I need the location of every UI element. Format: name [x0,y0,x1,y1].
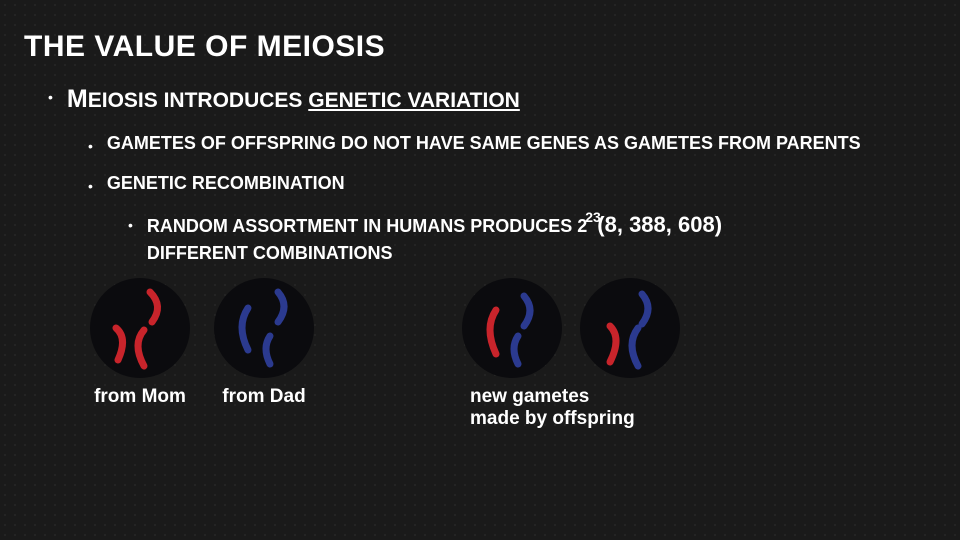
dad-group: from Dad [214,278,314,408]
bullet-l1-text: MEIOSIS INTRODUCES GENETIC VARIATION [67,82,520,117]
dad-chromosomes [214,278,314,378]
bullet-dot-icon: • [128,216,133,236]
mom-group: from Mom [90,278,190,408]
slide-title: THE VALUE OF MEIOSIS [24,30,940,64]
offspring-cell-2 [580,278,680,378]
dad-label: from Dad [222,386,305,408]
dad-cell [214,278,314,378]
bullet-level1: • MEIOSIS INTRODUCES GENETIC VARIATION [48,82,940,117]
l2a-text: GAMETES OF OFFSPRING DO NOT HAVE SAME GE… [107,131,861,156]
l1-rest: EIOSIS INTRODUCES [88,89,309,112]
offspring-group: new gametes made by offspring [462,278,680,430]
exp-sup: 23 [585,208,601,228]
mom-cell [90,278,190,378]
offspring-label-2: made by offspring [470,408,635,429]
offspring-pair [462,278,680,378]
mom-chromosomes [90,278,190,378]
l1-lead: M [67,85,88,113]
l2b-text: GENETIC RECOMBINATION [107,171,345,196]
offspring2-chromosomes [580,278,680,378]
bullet-dot-icon: • [48,88,53,108]
l1-underlined: GENETIC VARIATION [308,89,520,112]
exponent: 223 [577,214,587,239]
offspring1-chromosomes [462,278,562,378]
cells-row: from Mom from Dad new gametes made by of… [90,278,940,430]
bullet-level3: • RANDOM ASSORTMENT IN HUMANS PRODUCES 2… [128,210,940,266]
mom-label: from Mom [94,386,186,408]
l3-paren: (8, 388, 608) [597,212,722,237]
l3-before: RANDOM ASSORTMENT IN HUMANS PRODUCES [147,216,577,236]
bullet-level2-b: • GENETIC RECOMBINATION [88,171,940,197]
bullet-dot-icon: • [88,137,93,157]
bullet-level2-a: • GAMETES OF OFFSPRING DO NOT HAVE SAME … [88,131,940,157]
l3-after: DIFFERENT COMBINATIONS [147,243,393,263]
offspring-cell-1 [462,278,562,378]
offspring-label-1: new gametes [470,386,589,407]
bullet-dot-icon: • [88,177,93,197]
l3-text: RANDOM ASSORTMENT IN HUMANS PRODUCES 223… [147,210,722,266]
offspring-label: new gametes made by offspring [470,386,635,430]
